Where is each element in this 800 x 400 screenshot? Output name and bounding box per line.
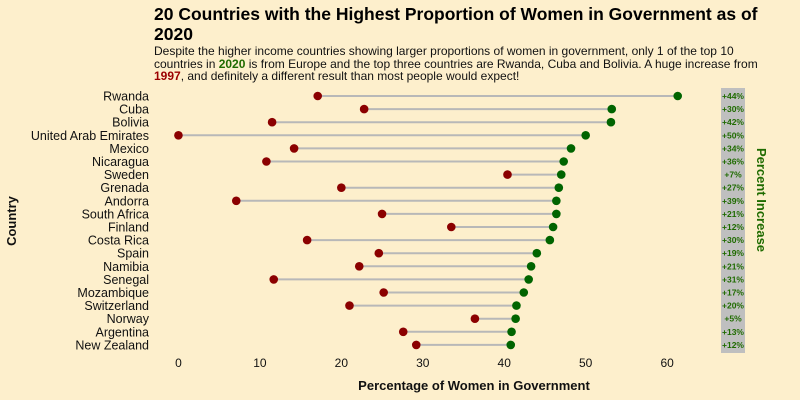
category-label-13: Namibia: [103, 260, 149, 274]
x-axis-title: Percentage of Women in Government: [358, 378, 590, 393]
percent-increase-6: +7%: [724, 170, 742, 180]
point-start-1: [359, 104, 369, 114]
point-start-6: [503, 170, 512, 179]
x-tick-6: 60: [660, 356, 674, 370]
percent-increase-12: +19%: [722, 248, 744, 258]
point-start-7: [337, 183, 346, 192]
point-end-9: [552, 209, 561, 219]
point-end-3: [581, 131, 590, 140]
percent-increase-5: +36%: [722, 157, 744, 167]
percent-increase-14: +31%: [722, 274, 744, 284]
percent-increase-15: +17%: [722, 288, 744, 298]
percent-increase-4: +34%: [722, 143, 744, 153]
percent-increase-2: +42%: [722, 117, 744, 127]
point-end-10: [548, 222, 558, 232]
percent-increase-9: +21%: [722, 209, 744, 219]
point-end-0: [673, 91, 683, 101]
percent-increase-3: +50%: [722, 130, 744, 140]
category-label-12: Spain: [117, 247, 149, 261]
x-tick-3: 30: [416, 356, 430, 370]
category-label-6: Sweden: [104, 168, 149, 182]
point-end-14: [524, 275, 533, 284]
point-start-11: [302, 235, 312, 245]
category-label-0: Rwanda: [103, 90, 149, 104]
percent-increase-1: +30%: [722, 104, 744, 114]
category-label-19: New Zealand: [75, 338, 149, 352]
percent-increase-17: +5%: [724, 314, 742, 324]
point-start-2: [267, 117, 277, 127]
category-label-7: Grenada: [100, 181, 149, 195]
percent-increase-19: +12%: [722, 340, 744, 350]
point-start-16: [345, 301, 354, 310]
point-start-8: [231, 196, 241, 206]
subtitle-part-1: Despite the higher income countries show…: [154, 44, 734, 71]
percent-increase-10: +12%: [722, 222, 744, 232]
percent-increase-box: [721, 88, 745, 353]
percent-increase-11: +30%: [722, 235, 744, 245]
point-end-6: [556, 170, 566, 179]
point-end-7: [554, 183, 564, 192]
subtitle-part-3: , and definitely a different result than…: [180, 69, 520, 83]
point-start-17: [470, 314, 480, 324]
x-tick-2: 20: [335, 356, 349, 370]
point-end-15: [519, 288, 529, 297]
point-end-17: [511, 314, 520, 324]
category-label-5: Nicaragua: [92, 155, 149, 169]
point-end-2: [606, 117, 616, 127]
category-label-16: Switzerland: [84, 299, 149, 313]
point-start-12: [374, 248, 384, 258]
percent-increase-title: Percent Increase: [754, 148, 769, 252]
point-start-4: [289, 144, 299, 153]
x-tick-1: 10: [253, 356, 267, 370]
category-label-14: Senegal: [103, 273, 149, 287]
point-start-18: [398, 327, 408, 337]
point-start-19: [411, 340, 421, 350]
point-start-10: [446, 222, 456, 232]
x-tick-4: 40: [498, 356, 512, 370]
percent-increase-7: +27%: [722, 183, 744, 193]
percent-increase-16: +20%: [722, 301, 744, 311]
category-label-4: Mexico: [109, 142, 149, 156]
point-end-5: [559, 157, 568, 166]
category-label-17: Norway: [107, 312, 150, 326]
point-start-9: [377, 209, 387, 219]
percent-increase-13: +21%: [722, 261, 744, 271]
percent-increase-8: +39%: [722, 196, 744, 206]
point-start-15: [379, 288, 388, 297]
chart-subtitle: Despite the higher income countries show…: [154, 45, 774, 83]
category-label-3: United Arab Emirates: [31, 129, 149, 143]
subtitle-year-2020: 2020: [218, 56, 246, 71]
point-start-0: [313, 91, 323, 101]
category-label-1: Cuba: [119, 103, 149, 117]
subtitle-part-2: is from Europe and the top three countri…: [245, 56, 758, 71]
x-tick-0: 0: [175, 356, 182, 370]
point-end-13: [526, 262, 536, 271]
point-end-12: [532, 248, 542, 258]
point-end-4: [566, 144, 576, 153]
x-tick-5: 50: [579, 356, 593, 370]
percent-increase-18: +13%: [722, 327, 744, 337]
y-axis-title: Country: [4, 195, 19, 246]
point-end-8: [552, 196, 561, 206]
category-label-15: Mozambique: [77, 286, 149, 300]
category-label-18: Argentina: [95, 325, 149, 339]
point-start-3: [174, 131, 183, 140]
point-end-11: [545, 235, 555, 245]
point-start-5: [262, 157, 271, 166]
point-end-16: [512, 301, 521, 310]
point-start-13: [354, 262, 364, 271]
point-end-19: [506, 340, 516, 350]
chart-title: 20 Countries with the Highest Proportion…: [154, 4, 758, 44]
percent-increase-0: +44%: [722, 91, 744, 101]
category-label-9: South Africa: [82, 207, 149, 221]
category-label-10: Finland: [108, 221, 149, 235]
subtitle-year-1997: 1997: [154, 69, 181, 83]
category-label-8: Andorra: [105, 194, 150, 208]
point-start-14: [269, 275, 279, 284]
category-label-2: Bolivia: [112, 116, 149, 130]
category-label-11: Costa Rica: [88, 234, 149, 248]
point-end-18: [507, 327, 516, 337]
point-end-1: [607, 104, 617, 114]
